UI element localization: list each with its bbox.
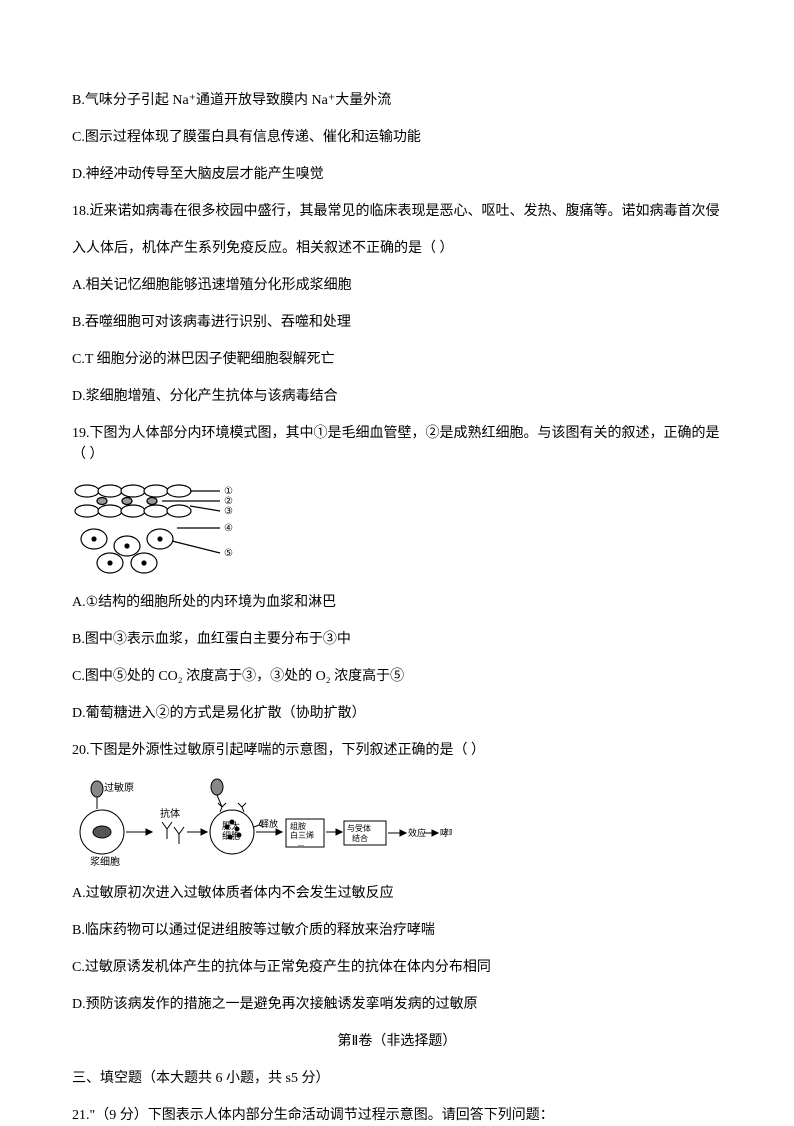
histamine-label-1: 组胺	[290, 821, 306, 831]
asthma-label: 哮喘	[440, 827, 452, 838]
q20-option-c: C.过敏原诱发机体产生的抗体与正常免疫产生的抗体在体内分布相同	[72, 957, 722, 978]
q18-stem-line2: 入人体后，机体产生系列免疫反应。相关叙述不正确的是（ ）	[72, 238, 722, 259]
q20-option-a: A.过敏原初次进入过敏体质者体内不会发生过敏反应	[72, 883, 722, 904]
q20-option-b: B.临床药物可以通过促进组胺等过敏介质的释放来治疗哮喘	[72, 920, 722, 941]
q20-figure: 过敏原 浆细胞 抗体 肥大 细胞 释放 组胺 白三烯 ... 与受体 结合 效应…	[72, 777, 722, 867]
mast-cell-label-2: 细胞	[222, 830, 240, 841]
plasma-cell-label: 浆细胞	[90, 855, 120, 867]
option-d-pre: D.神经冲动传导至大脑皮层才能产生嗅觉	[72, 164, 722, 185]
release-label: 释放	[260, 818, 278, 829]
q18-option-d: D.浆细胞增殖、分化产生抗体与该病毒结合	[72, 386, 722, 407]
q18-option-b: B.吞噬细胞可对该病毒进行识别、吞噬和处理	[72, 312, 722, 333]
receptor-label-2: 结合	[352, 833, 368, 843]
histamine-label-3: ...	[298, 839, 304, 848]
q19-option-c: C.图中⑤处的 CO₂ 浓度高于③，③处的 O₂ 浓度高于⑤	[72, 666, 722, 687]
q18-option-a: A.相关记忆细胞能够迅速增殖分化形成浆细胞	[72, 275, 722, 296]
q19-stem: 19.下图为人体部分内环境模式图，其中①是毛细血管壁，②是成熟红细胞。与该图有关…	[72, 423, 722, 465]
q19-option-a: A.①结构的细胞所处的内环境为血浆和淋巴	[72, 592, 722, 613]
option-b-pre: B.气味分子引起 Na⁺通道开放导致膜内 Na⁺大量外流	[72, 90, 722, 111]
q20-option-d: D.预防该病发作的措施之一是避免再次接触诱发挛哨发病的过敏原	[72, 994, 722, 1015]
allergen-label-1: 过敏原	[104, 781, 134, 794]
effect-label: 效应	[408, 827, 426, 838]
receptor-label-1: 与受体	[347, 823, 371, 833]
mast-cell-label-1: 肥大	[222, 820, 240, 831]
label-3: ③	[224, 506, 233, 517]
q18-option-c: C.T 细胞分泌的淋巴因子使靶细胞裂解死亡	[72, 349, 722, 370]
antibody-label: 抗体	[160, 807, 180, 820]
q19-figure: ① ② ③ ④ ⑤	[72, 481, 722, 576]
section2-header: 第Ⅱ卷（非选择题）	[72, 1031, 722, 1052]
q18-stem-line1: 18.近来诺如病毒在很多校园中盛行，其最常见的临床表现是恶心、呕吐、发热、腹痛等…	[72, 201, 722, 222]
option-c-pre: C.图示过程体现了膜蛋白具有信息传递、催化和运输功能	[72, 127, 722, 148]
q20-stem: 20.下图是外源性过敏原引起哮喘的示意图，下列叙述正确的是（ ）	[72, 740, 722, 761]
label-5: ⑤	[224, 548, 233, 559]
q19-option-b: B.图中③表示血浆，血红蛋白主要分布于③中	[72, 629, 722, 650]
label-4: ④	[224, 523, 233, 534]
part3-header: 三、填空题（本大题共 6 小题，共 s5 分）	[72, 1068, 722, 1089]
q19-option-d: D.葡萄糖进入②的方式是易化扩散（协助扩散）	[72, 703, 722, 724]
